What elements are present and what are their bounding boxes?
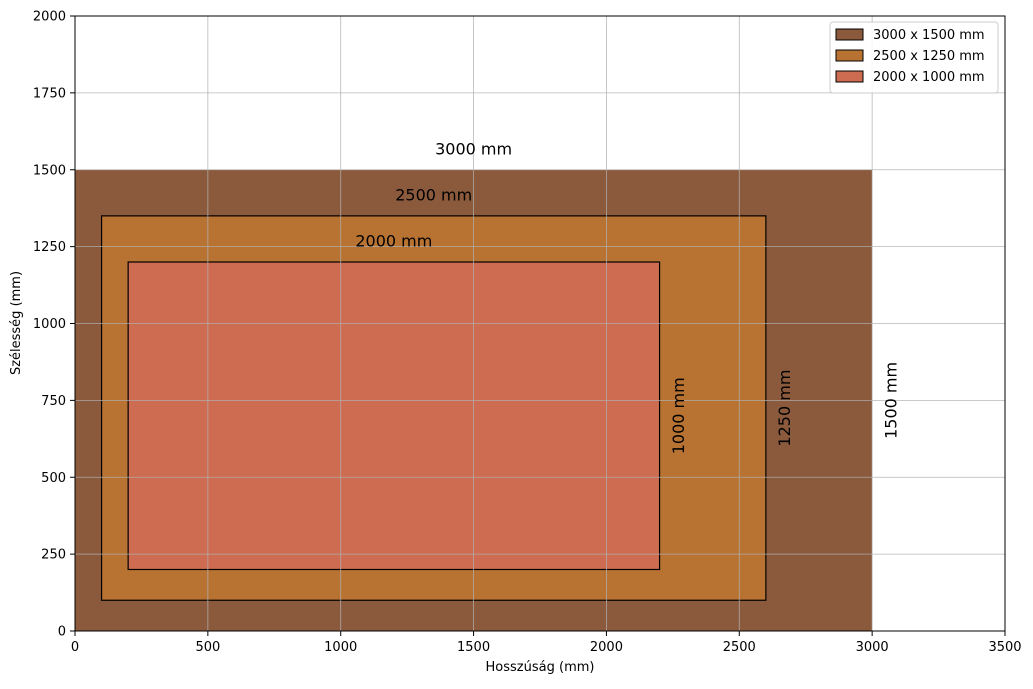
legend-label-3: 2000 x 1000 mm bbox=[873, 70, 985, 85]
y-tick-label: 750 bbox=[41, 394, 66, 409]
y-tick-label: 500 bbox=[41, 471, 66, 486]
width-label-1: 3000 mm bbox=[435, 139, 512, 158]
x-tick-label: 2000 bbox=[590, 640, 623, 655]
axes: 0 500 1000 1500 2000 2500 3000 3500 0 250 500 750 10… bbox=[33, 10, 1022, 656]
y-tick-label: 0 bbox=[58, 625, 66, 640]
x-tick-label: 1000 bbox=[324, 640, 357, 655]
height-label-1: 1500 mm bbox=[881, 362, 900, 439]
x-axis-label: Hosszúság (mm) bbox=[486, 660, 595, 675]
x-tick-label: 3000 bbox=[856, 640, 889, 655]
y-tick-label: 250 bbox=[41, 548, 66, 563]
width-label-3: 2000 mm bbox=[355, 232, 432, 251]
rectangle-3 bbox=[127, 261, 661, 571]
legend: 3000 x 1500 mm 2500 x 1250 mm 2000 x 1000 … bbox=[829, 21, 999, 94]
dimension-labels: 3000 mm 1500 mm 2500 mm 1250 mm 2000 mm 1000 … bbox=[355, 139, 900, 454]
x-tick-label: 1500 bbox=[457, 640, 490, 655]
legend-swatch-2 bbox=[835, 49, 864, 62]
width-label-2: 2500 mm bbox=[395, 186, 472, 205]
y-tick-label: 1500 bbox=[33, 163, 66, 178]
legend-swatch-3 bbox=[835, 70, 864, 83]
x-tick-label: 500 bbox=[195, 640, 220, 655]
x-tick-label: 0 bbox=[71, 640, 79, 655]
legend-label-2: 2500 x 1250 mm bbox=[873, 49, 985, 64]
y-tick-label: 2000 bbox=[33, 10, 66, 25]
height-label-2: 1250 mm bbox=[775, 370, 794, 447]
x-tick-label: 2500 bbox=[723, 640, 756, 655]
y-axis-label: Szélesség (mm) bbox=[9, 271, 24, 375]
height-label-3: 1000 mm bbox=[669, 377, 688, 454]
legend-box bbox=[829, 21, 999, 94]
y-tick-label: 1000 bbox=[33, 317, 66, 332]
y-tick-label: 1750 bbox=[33, 86, 66, 101]
legend-swatch-1 bbox=[835, 28, 864, 41]
x-tick-label: 3500 bbox=[988, 640, 1021, 655]
legend-label-1: 3000 x 1500 mm bbox=[873, 28, 985, 43]
y-tick-label: 1250 bbox=[33, 240, 66, 255]
